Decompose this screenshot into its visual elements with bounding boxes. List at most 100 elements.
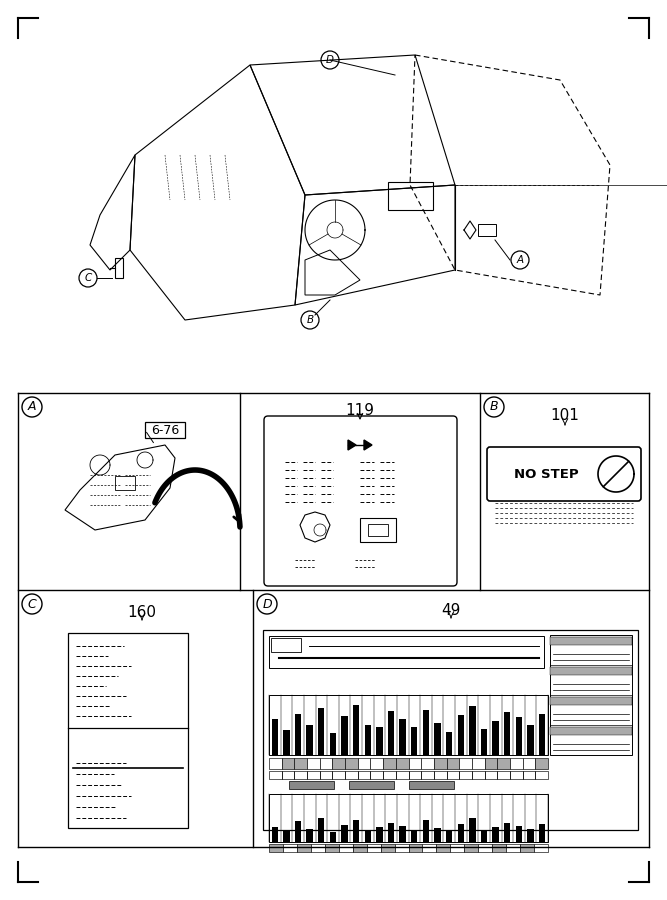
Bar — [434, 758, 446, 769]
Bar — [469, 706, 476, 755]
Bar — [523, 758, 536, 769]
Bar — [342, 824, 348, 842]
Bar — [269, 794, 548, 842]
Bar — [396, 771, 408, 779]
Bar — [311, 844, 325, 852]
Text: 49: 49 — [442, 603, 461, 618]
Bar — [307, 758, 319, 769]
Text: 6-76: 6-76 — [151, 424, 179, 436]
Bar — [536, 758, 548, 769]
Bar — [269, 771, 281, 779]
Bar — [534, 844, 548, 852]
Bar — [269, 844, 283, 852]
Bar — [550, 637, 632, 645]
Bar — [353, 706, 360, 755]
Bar — [297, 844, 311, 852]
Bar — [307, 771, 319, 779]
Bar — [269, 758, 281, 769]
Bar — [358, 771, 370, 779]
Text: C: C — [84, 273, 91, 283]
Bar — [319, 771, 332, 779]
Bar — [510, 771, 523, 779]
Bar — [388, 182, 433, 210]
Bar — [306, 829, 313, 842]
Bar — [528, 724, 534, 755]
Bar — [550, 635, 632, 755]
Bar — [446, 771, 459, 779]
Bar — [281, 771, 294, 779]
Bar — [332, 771, 345, 779]
Bar — [396, 758, 408, 769]
Bar — [411, 727, 418, 755]
Bar — [381, 844, 395, 852]
Bar — [115, 258, 123, 278]
Bar — [294, 771, 307, 779]
Bar — [319, 758, 332, 769]
Bar — [365, 724, 371, 755]
Bar — [536, 771, 548, 779]
Bar — [295, 714, 301, 755]
Bar — [345, 758, 358, 769]
Bar — [376, 827, 383, 842]
Bar — [358, 758, 370, 769]
Bar — [306, 724, 313, 755]
Bar — [349, 781, 394, 789]
Bar — [421, 758, 434, 769]
Polygon shape — [348, 440, 356, 450]
Bar — [498, 771, 510, 779]
Bar — [478, 844, 492, 852]
Bar — [423, 710, 429, 755]
Bar — [458, 824, 464, 842]
Polygon shape — [364, 440, 372, 450]
Bar — [370, 758, 383, 769]
Bar — [550, 697, 632, 705]
Bar — [472, 758, 485, 769]
Bar — [68, 633, 188, 828]
Bar — [408, 844, 422, 852]
Bar — [450, 844, 464, 852]
Bar — [376, 727, 383, 755]
Bar — [388, 823, 394, 842]
Bar — [516, 825, 522, 842]
Bar — [459, 758, 472, 769]
Bar — [550, 667, 632, 675]
Bar — [446, 830, 452, 842]
Bar — [368, 524, 388, 536]
Bar — [469, 818, 476, 842]
Bar — [345, 771, 358, 779]
Bar — [400, 825, 406, 842]
Bar — [492, 827, 499, 842]
Bar — [365, 830, 371, 842]
Bar — [353, 821, 360, 842]
Bar — [481, 728, 487, 755]
Bar — [395, 844, 408, 852]
Text: B: B — [306, 315, 313, 325]
Text: D: D — [262, 598, 272, 610]
Text: A: A — [28, 400, 36, 413]
Bar — [289, 781, 334, 789]
Bar — [446, 758, 459, 769]
Bar — [271, 638, 301, 652]
Bar — [360, 518, 396, 542]
Bar — [523, 771, 536, 779]
Bar — [271, 719, 278, 755]
Bar — [423, 821, 429, 842]
Bar — [269, 695, 548, 755]
Bar — [367, 844, 381, 852]
Bar — [325, 844, 339, 852]
Text: D: D — [326, 55, 334, 65]
Bar — [528, 829, 534, 842]
Bar — [539, 824, 546, 842]
Bar — [318, 708, 324, 755]
Bar — [269, 636, 544, 668]
Bar — [409, 781, 454, 789]
Text: NO STEP: NO STEP — [514, 467, 578, 481]
Bar — [478, 224, 496, 236]
Bar — [115, 476, 135, 490]
Bar — [283, 730, 289, 755]
Bar — [516, 717, 522, 755]
Bar — [492, 721, 499, 755]
Bar — [332, 758, 345, 769]
Bar — [388, 711, 394, 755]
Bar — [446, 732, 452, 755]
